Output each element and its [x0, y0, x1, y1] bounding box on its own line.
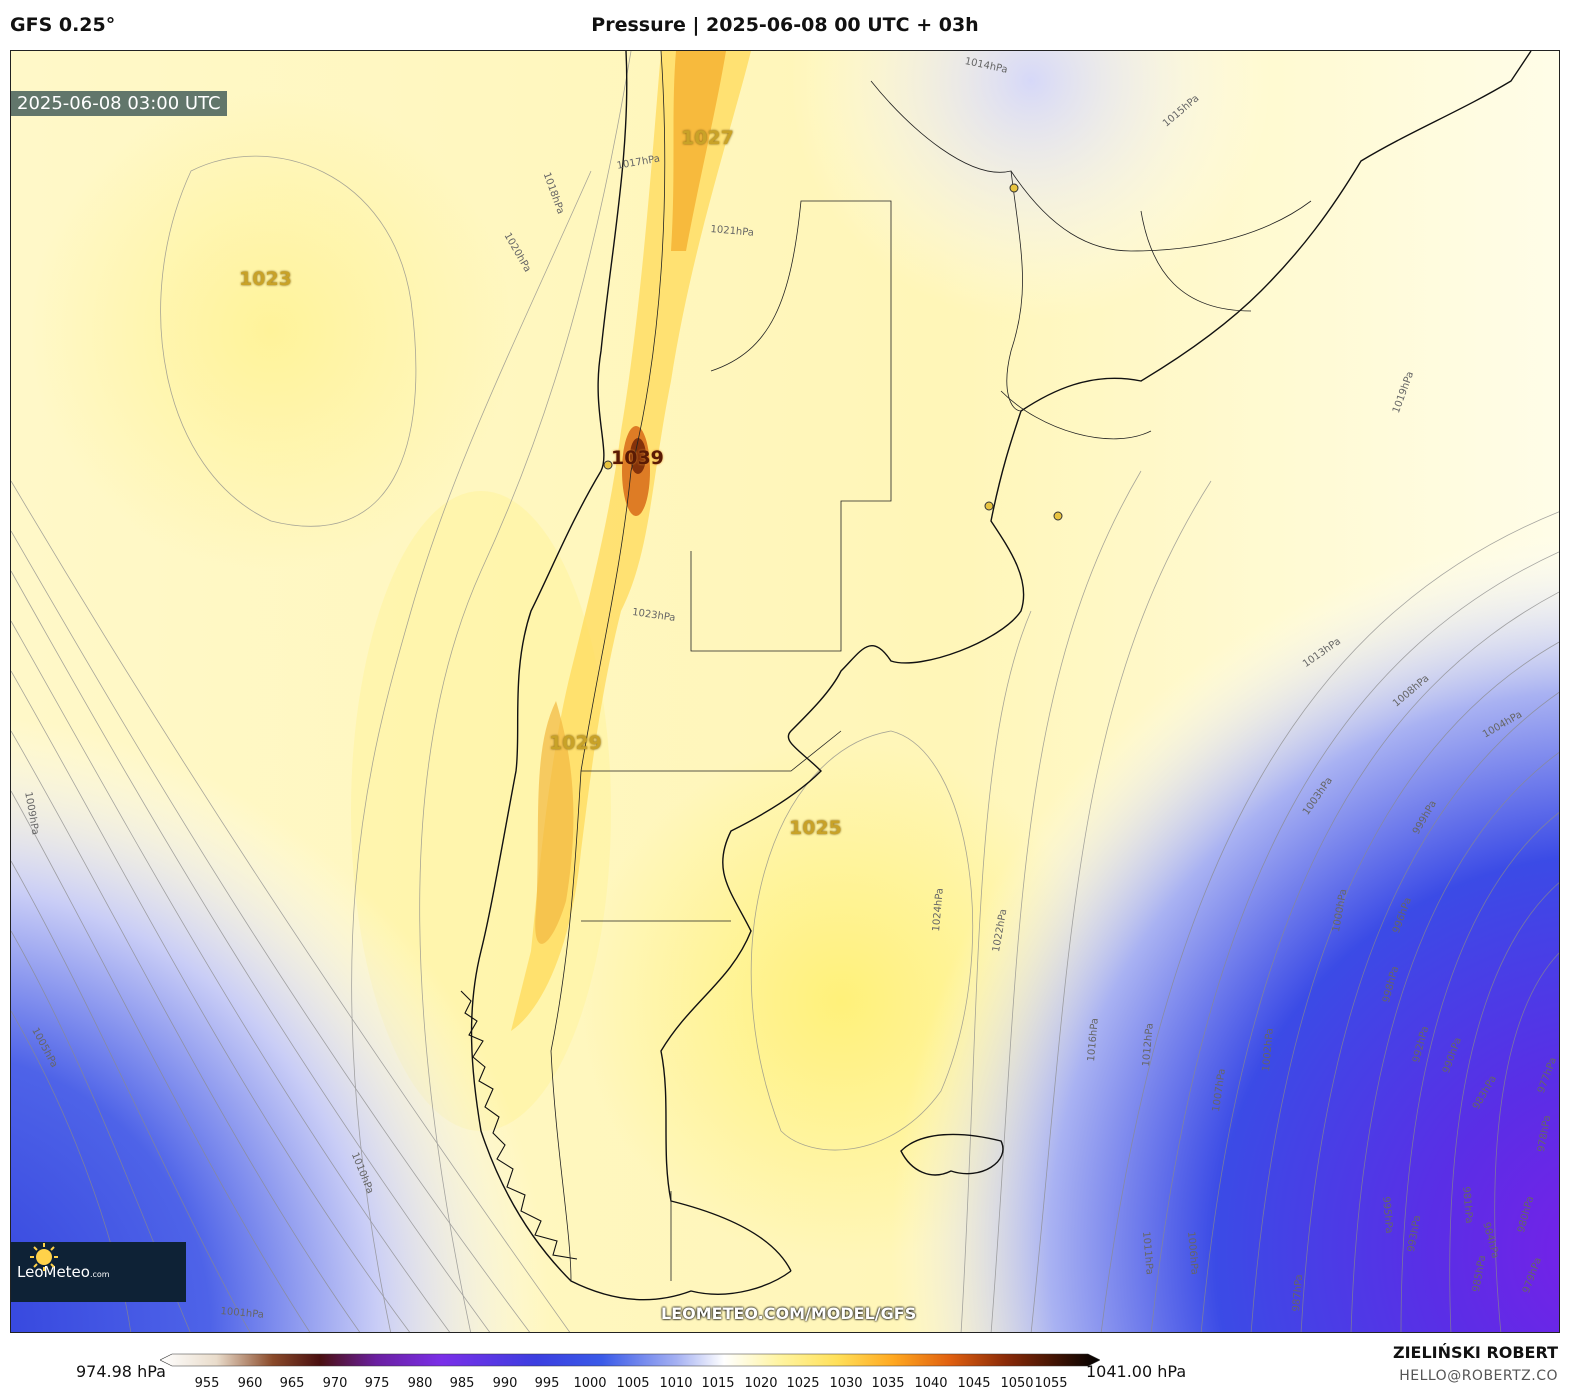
sun-icon — [30, 1243, 58, 1271]
colorbar-tick: 990 — [492, 1376, 518, 1391]
colorbar-tick: 1030 — [829, 1376, 863, 1391]
colorbar-tick: 970 — [322, 1376, 348, 1391]
valid-time-badge: 2025-06-08 03:00 UTC — [11, 91, 227, 116]
pressure-map: 1027 1023 1039 1029 1025 1014hPa 1015hPa… — [10, 50, 1560, 1333]
high-label: 1023 — [239, 268, 292, 290]
leometeo-logo[interactable]: LeoMeteo.com — [11, 1242, 186, 1302]
colorbar-tick: 985 — [449, 1376, 475, 1391]
logo-suffix: .com — [89, 1270, 110, 1279]
high-label: 1025 — [789, 817, 842, 839]
chart-title: Pressure | 2025-06-08 00 UTC + 03h — [591, 14, 979, 36]
colorbar-tick: 955 — [194, 1376, 220, 1391]
high-label: 1039 — [611, 447, 664, 469]
high-label: 1029 — [549, 732, 602, 754]
colorbar — [160, 1353, 1100, 1367]
colorbar-tick: 995 — [534, 1376, 560, 1391]
colorbar-tick: 1050 — [1000, 1376, 1034, 1391]
colorbar-tick: 960 — [237, 1376, 263, 1391]
colorbar-ticks: 955 960 965 970 975 980 985 990 995 1000… — [0, 1376, 1570, 1396]
source-watermark: LEOMETEO.COM/MODEL/GFS — [661, 1304, 917, 1323]
map-canvas — [11, 51, 1559, 1332]
colorbar-tick: 1015 — [701, 1376, 735, 1391]
colorbar-max-label: 1041.00 hPa — [1086, 1362, 1187, 1381]
colorbar-tick: 1025 — [786, 1376, 820, 1391]
colorbar-tick: 1045 — [957, 1376, 991, 1391]
author-email[interactable]: HELLO@ROBERTZ.CO — [1399, 1368, 1558, 1384]
colorbar-tick: 1000 — [573, 1376, 607, 1391]
colorbar-tick: 1055 — [1034, 1376, 1068, 1391]
colorbar-tick: 980 — [407, 1376, 433, 1391]
model-name: GFS 0.25° — [10, 14, 116, 36]
colorbar-tick: 1005 — [616, 1376, 650, 1391]
logo-text: LeoMeteo — [17, 1263, 90, 1281]
author-name: ZIELIŃSKI ROBERT — [1392, 1343, 1558, 1362]
colorbar-tick: 1020 — [744, 1376, 778, 1391]
colorbar-tick: 1010 — [659, 1376, 693, 1391]
colorbar-tick: 1040 — [914, 1376, 948, 1391]
colorbar-tick: 975 — [364, 1376, 390, 1391]
colorbar-tick: 1035 — [871, 1376, 905, 1391]
colorbar-tick: 965 — [279, 1376, 305, 1391]
high-label: 1027 — [681, 127, 734, 149]
colorbar-min-label: 974.98 hPa — [76, 1362, 166, 1381]
